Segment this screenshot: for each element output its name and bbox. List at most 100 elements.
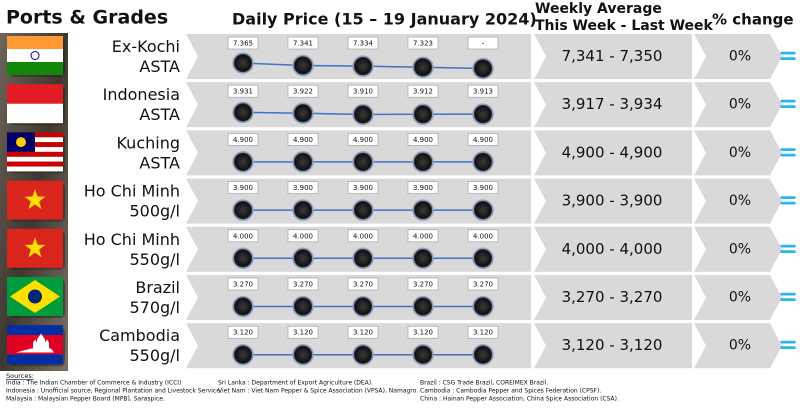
price-label-box [287,181,319,194]
weekly-cell [534,130,692,176]
change-cell [694,130,770,176]
trend-sign: = [778,283,798,311]
price-dot [472,103,494,125]
change-percent: 0% [729,290,751,306]
price-label-box [467,84,499,98]
price-label-box [287,229,319,243]
chevron [186,130,198,176]
port-name: Cambodia [99,326,180,345]
price-label-box [227,36,259,50]
chevron [770,178,782,224]
price-label: 3.270 [473,281,493,289]
price-dot [232,101,254,124]
flag-icon [7,325,65,367]
price-label: 4.000 [413,232,433,240]
chevron [186,323,198,369]
flag-star [24,237,46,258]
flag-icon [7,180,65,222]
weekly-cell [534,275,692,320]
price-label-box [347,325,379,339]
price-label: 3.270 [353,281,373,289]
header-weekly-1: Weekly Average [535,1,662,17]
chevron [531,82,546,128]
price-label: 3.270 [413,281,433,289]
price-dot [472,247,494,270]
weekly-average: 4,900 - 4,900 [562,143,663,161]
chevron [531,226,546,272]
price-label: 3.912 [413,88,433,96]
chevron [692,130,706,176]
price-label-box [467,133,499,146]
row-bg [68,82,188,128]
weekly-average: 3,270 - 3,270 [562,288,663,306]
chevron [186,275,198,320]
sources-title: Sources: [6,372,34,380]
price-label: 3.120 [413,329,433,337]
chevron [692,275,706,320]
price-label: 4.900 [473,136,493,144]
price-label-box [347,181,379,194]
price-label-box [227,84,259,98]
price-label: 7.334 [353,40,374,48]
source-line: Malaysia : Malaysian Pepper Board (MPB),… [6,396,165,403]
change-percent: 0% [729,49,751,65]
sources: Sources: India : The Indian Chamber of C… [6,372,619,403]
chevron [692,178,706,224]
price-label-box [287,84,319,98]
price-label: 3.900 [233,184,253,192]
price-dot [412,56,434,79]
trend-sign: = [778,138,798,166]
change-cell [694,226,770,272]
price-label: - [482,40,485,48]
price-dot [472,295,494,318]
price-label-box [467,277,499,291]
price-dot [232,52,254,74]
price-dot [232,295,254,318]
price-label: 7.341 [293,40,313,48]
header-weekly-2: This Week - Last Week [535,18,714,34]
source-line: India : The Indian Chamber of Commerce &… [6,380,181,387]
flag [7,161,63,167]
flag-icon [7,84,65,126]
flag [7,103,63,124]
price-label: 3.900 [413,184,433,192]
flag [7,36,63,49]
price-label: 3.270 [293,281,313,289]
change-percent: 0% [729,338,751,354]
header-daily: Daily Price (15 – 19 January 2024) [232,10,537,29]
price-dot [232,343,254,366]
grade: 570g/l [129,298,180,317]
change-percent: 0% [729,145,751,161]
price-dot [412,343,434,366]
port-name: Brazil [135,278,180,297]
weekly-cell [534,34,692,79]
price-dot [472,199,494,221]
flag [16,137,26,148]
weekly-average: 3,900 - 3,900 [562,192,663,210]
chevron [692,323,706,369]
price-dot [472,343,494,366]
price-dot [352,103,374,126]
price-label: 3.270 [233,281,253,289]
chevron [770,34,782,79]
header-change: % change [712,11,794,29]
row-bg [68,226,188,272]
price-label: 3.120 [293,329,313,337]
weekly-average: 7,341 - 7,350 [562,47,663,65]
price-label: 4.900 [353,136,373,144]
weekly-average: 3,917 - 3,934 [562,95,663,113]
source-line: Brazil : CSG Trade Brazil, COREIMEX Braz… [420,380,548,387]
weekly-average: 3,120 - 3,120 [562,336,663,354]
chevron [186,82,198,128]
price-label: 4.900 [233,136,253,144]
row-bg [68,275,188,320]
price-dot [292,247,314,270]
price-label-box [347,229,379,243]
price-label: 3.120 [233,329,253,337]
chevron [770,130,782,176]
price-label-box [407,133,439,146]
price-label: 3.913 [473,88,493,96]
